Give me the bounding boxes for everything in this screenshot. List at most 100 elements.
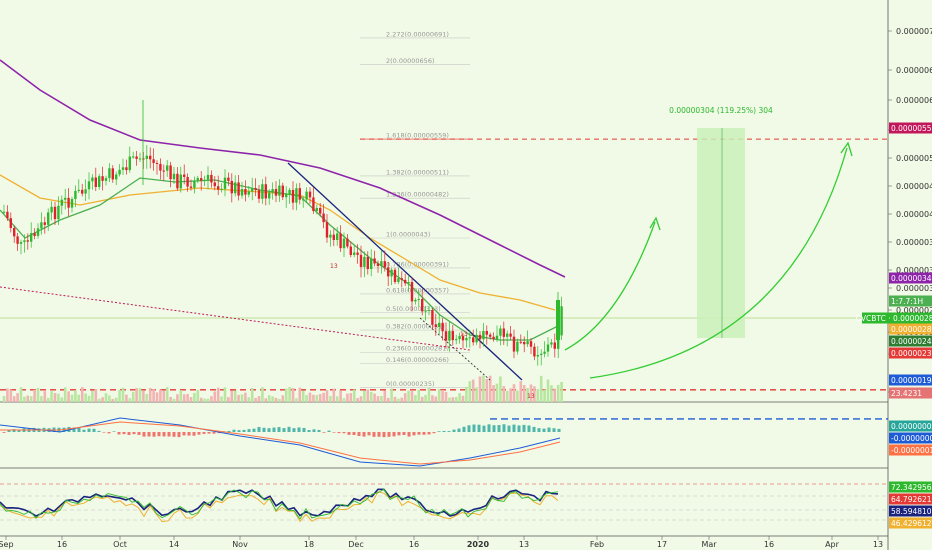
candle-body [455,339,458,341]
macd-histogram-bar [167,432,171,437]
candle-body [261,184,264,199]
volume-bar [227,397,230,402]
macd-histogram-bar [87,428,91,432]
volume-bar [533,386,536,402]
volume-bar [40,396,43,402]
volume-bar [526,387,529,402]
volume-bar [230,390,234,402]
volume-bar [135,388,138,402]
candle-body [342,238,346,249]
volume-bar [298,387,302,402]
volume-bar [403,393,407,402]
volume-bar [257,396,261,402]
y-tick-label: 0.00000600 [896,96,932,105]
macd-histogram-bar [532,426,536,432]
macd-histogram-bar [457,428,461,432]
candle-body [325,222,329,238]
candle-body [315,207,318,211]
volume-bar [237,394,240,402]
symbol-price-tag-text: CVCBTC · 0.00000282 [856,314,932,323]
volume-bar [390,388,393,402]
projection-arrow-long [589,147,848,379]
macd-histogram-bar [487,424,491,432]
candle-body [6,211,9,219]
volume-bar [193,392,196,402]
macd-histogram-bar [342,432,346,434]
candle-body [461,336,465,341]
candle-body [257,190,261,199]
x-tick-label: 17 [657,540,667,549]
x-tick-label: 14 [169,540,179,549]
macd-histogram-bar [352,432,356,436]
macd-histogram-bar [77,427,81,432]
macd-histogram-bar [132,432,136,435]
candle-body [427,309,431,311]
volume-bar [267,395,271,402]
candle-body [540,353,543,355]
candle-body [533,346,536,357]
fib-level-label: 0.786(0.00000391) [386,260,449,268]
macd-histogram-bar [347,432,351,435]
price-tag-text: 0.00000194 [891,376,932,385]
volume-bar [339,390,342,402]
volume-bar [346,393,349,402]
candle-body [407,282,410,284]
volume-bar [325,390,329,402]
macd-histogram-bar [307,430,311,432]
candle-body [509,333,512,337]
volume-bar [125,394,128,402]
macd-histogram-bar [372,432,376,437]
candle-body [23,240,26,243]
volume-bar [131,391,135,402]
macd-histogram-bar [377,432,381,437]
volume-bar [247,397,251,402]
candle-body [169,165,172,180]
target-projection-box [697,128,745,338]
macd-histogram-bar [267,428,271,432]
candle-body [210,174,213,183]
y-tick-label: 0.00000470 [896,182,932,191]
candle-body [108,168,111,179]
macd-histogram-bar [407,432,411,437]
macd-histogram-bar [402,432,406,435]
volume-bar [50,391,53,402]
volume-bar [145,394,149,402]
fib-level-label: 0.382(0.0000031) [386,323,445,331]
macd-histogram-bar [177,432,181,438]
rsi-value-tag [889,481,932,493]
candle-body [70,198,74,208]
volume-bar [165,387,169,402]
sequence-marker: 13 [330,263,338,270]
price-tag [889,374,932,386]
candle-body [87,181,91,190]
macd-histogram-bar [462,426,466,432]
candle-body [223,177,227,189]
y-tick-label: 0.00000390 [896,238,932,247]
volume-bar [172,398,176,402]
candle-body [135,156,138,159]
volume-bar [240,394,244,402]
volume-bar [12,396,16,402]
candle-body [329,234,332,238]
candle-body [172,173,176,180]
x-tick-label: 13 [873,540,883,549]
macd-histogram-bar [507,425,511,432]
candle-body [550,342,553,345]
candle-body [121,167,125,170]
candle-body [424,310,427,312]
candle-body [308,191,312,198]
candle-body [482,330,485,340]
volume-bar [502,386,506,402]
macd-histogram-bar [437,431,441,432]
macd-value-tag [889,432,932,444]
candle-body [366,256,369,270]
candle-body [404,279,407,284]
volume-bar [407,390,410,402]
macd-histogram-bar [357,432,361,437]
macd-histogram-bar [187,432,191,436]
volume-bar [63,387,67,402]
volume-bar [495,383,499,402]
volume-bar [97,398,101,402]
macd-histogram-bar [292,428,296,432]
